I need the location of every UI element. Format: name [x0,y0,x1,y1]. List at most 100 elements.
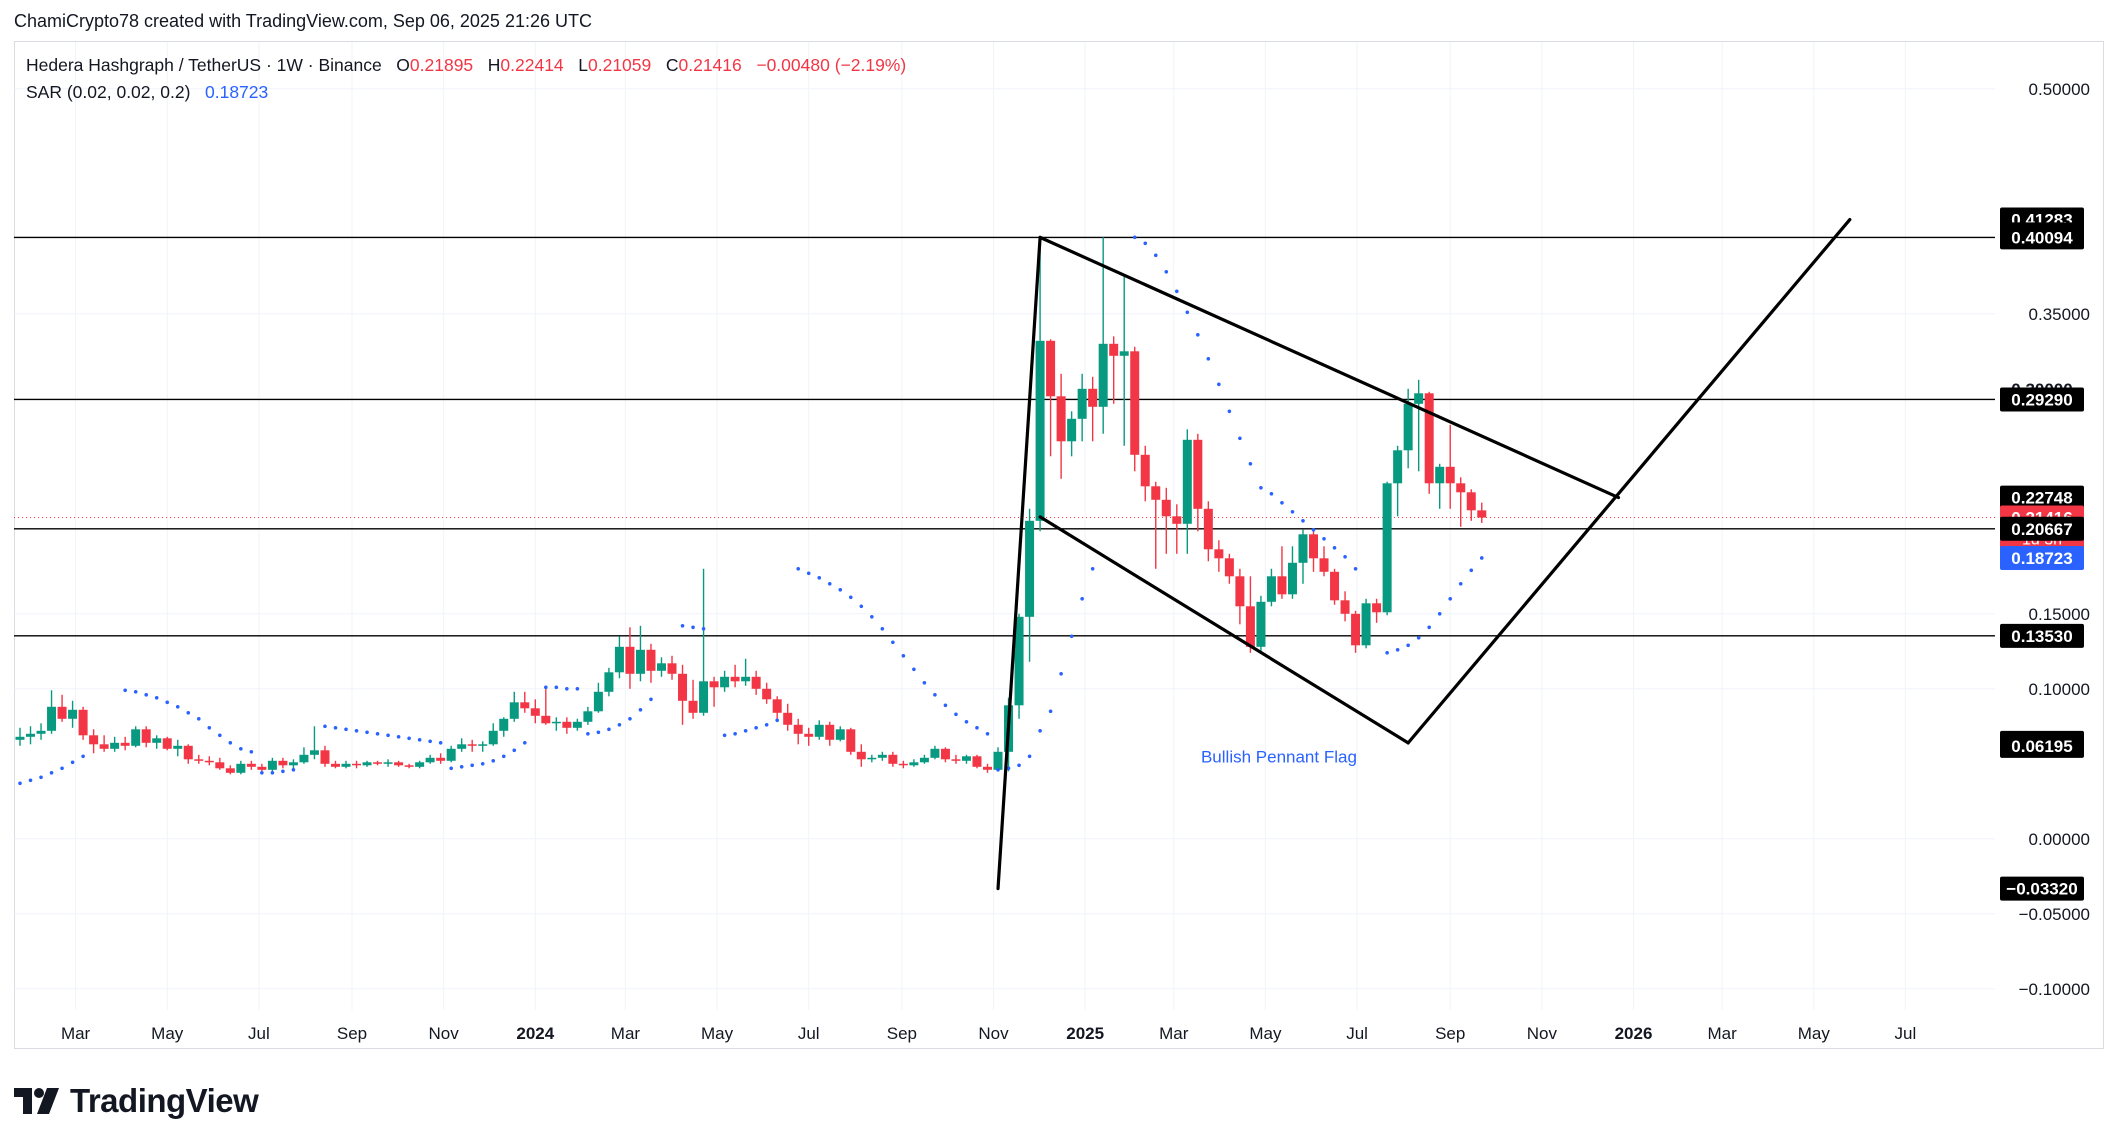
x-tick-label: Jul [248,1024,270,1043]
sar-dot [175,705,180,709]
sar-dot [396,735,401,739]
sar-dot [1290,510,1295,514]
x-tick-label: Nov [978,1024,1009,1043]
sar-dot [228,741,233,745]
sar-dot [1469,568,1474,573]
grid [14,42,1995,1010]
candle-body [541,715,551,724]
x-tick-label: 2026 [1615,1024,1653,1043]
candle-body [1130,351,1140,455]
symbol-name: Hedera Hashgraph / TetherUS · 1W · Binan… [26,55,382,75]
high-value: 0.22414 [500,55,564,75]
sar-dot [407,736,411,741]
sar-dot [1006,766,1011,771]
trend-line-flagpole[interactable] [996,235,1042,891]
sar-dot [1269,492,1274,496]
sar-dots [18,235,1484,786]
sar-dot [964,720,969,724]
tradingview-logo[interactable]: TradingView [14,1082,259,1120]
candle-body [1214,549,1224,559]
sar-dot [827,582,832,586]
sar-dot [1332,546,1337,550]
sar-dot [554,685,559,690]
trend-line-breakout-projection[interactable] [1406,217,1852,745]
high-label: H [487,55,501,75]
close-value: 0.21416 [678,55,742,75]
trend-line-lower-flag[interactable] [1038,515,1410,745]
sar-dot [123,688,127,693]
candle-body [352,763,362,766]
legend: Hedera Hashgraph / TetherUS · 1W · Binan… [26,52,906,106]
sar-dot [848,595,853,600]
candle-body [709,681,719,688]
sar-dot [754,726,758,730]
sar-dot [1248,462,1253,466]
sar-dot [1395,648,1400,652]
sar-dot [628,717,632,721]
candle-body [1256,601,1266,647]
candle-body [457,744,467,749]
price-badge-text: 0.29290 [2011,390,2072,409]
sar-dot [943,703,948,708]
candle-body [1309,534,1319,559]
candle-body [1172,516,1182,524]
candle-body [288,762,298,766]
candle-body [730,676,740,682]
candle-body [36,730,46,734]
sar-dot [1132,235,1137,240]
sar-dot [260,771,264,775]
sar-dot [575,687,580,691]
sar-dot [733,732,737,736]
sar-dot [154,696,159,700]
candle-body [1361,603,1371,646]
trend-lines [996,217,1852,891]
candle-body [257,766,267,770]
sar-dot [522,741,527,745]
candle-body [236,763,246,773]
candle-body [1088,388,1098,407]
y-tick-label: 0.50000 [2029,80,2090,99]
sar-dot [1217,382,1221,387]
candle-body [99,744,109,749]
sar-dot [1437,612,1442,616]
candle-body [909,762,919,766]
candle-body [488,730,498,745]
candle-body [572,721,582,728]
sar-dot [891,640,895,645]
sar-dot [428,739,432,744]
candle-body [867,757,877,760]
sar-dot [1353,567,1358,571]
sar-dot [1196,333,1200,337]
candle-body [940,748,950,760]
candle-body [1340,600,1350,614]
trend-line-upper-flag[interactable] [1038,235,1621,500]
sar-dot [1059,672,1063,676]
candle-body [919,757,929,763]
y-tick-label: 0.00000 [2029,830,2090,849]
x-tick-label: Mar [611,1024,641,1043]
annotation-label: Bullish Pennant Flag [1201,747,1357,766]
sar-dot [544,685,548,690]
candle-body [583,711,593,722]
sar-dot [323,724,327,729]
sar-dot [165,700,170,705]
candle-body [678,673,688,701]
candle-body [530,708,540,716]
candle-body [804,733,814,737]
candle-body [993,751,1003,770]
x-tick-label: 2025 [1066,1024,1104,1043]
candle-body [783,712,793,725]
chart-frame [14,41,2104,1049]
sar-dot [1153,253,1158,258]
sar-dot [586,732,590,736]
sar-dot [333,726,338,730]
candle-body [1393,450,1403,484]
candle-body [1161,499,1171,517]
price-badge-bg [2000,516,2084,541]
sar-dot [933,693,937,697]
sar-dot [775,718,779,723]
sar-dot [18,781,22,786]
x-tick-label: Mar [1159,1024,1189,1043]
candle-body [688,700,698,713]
